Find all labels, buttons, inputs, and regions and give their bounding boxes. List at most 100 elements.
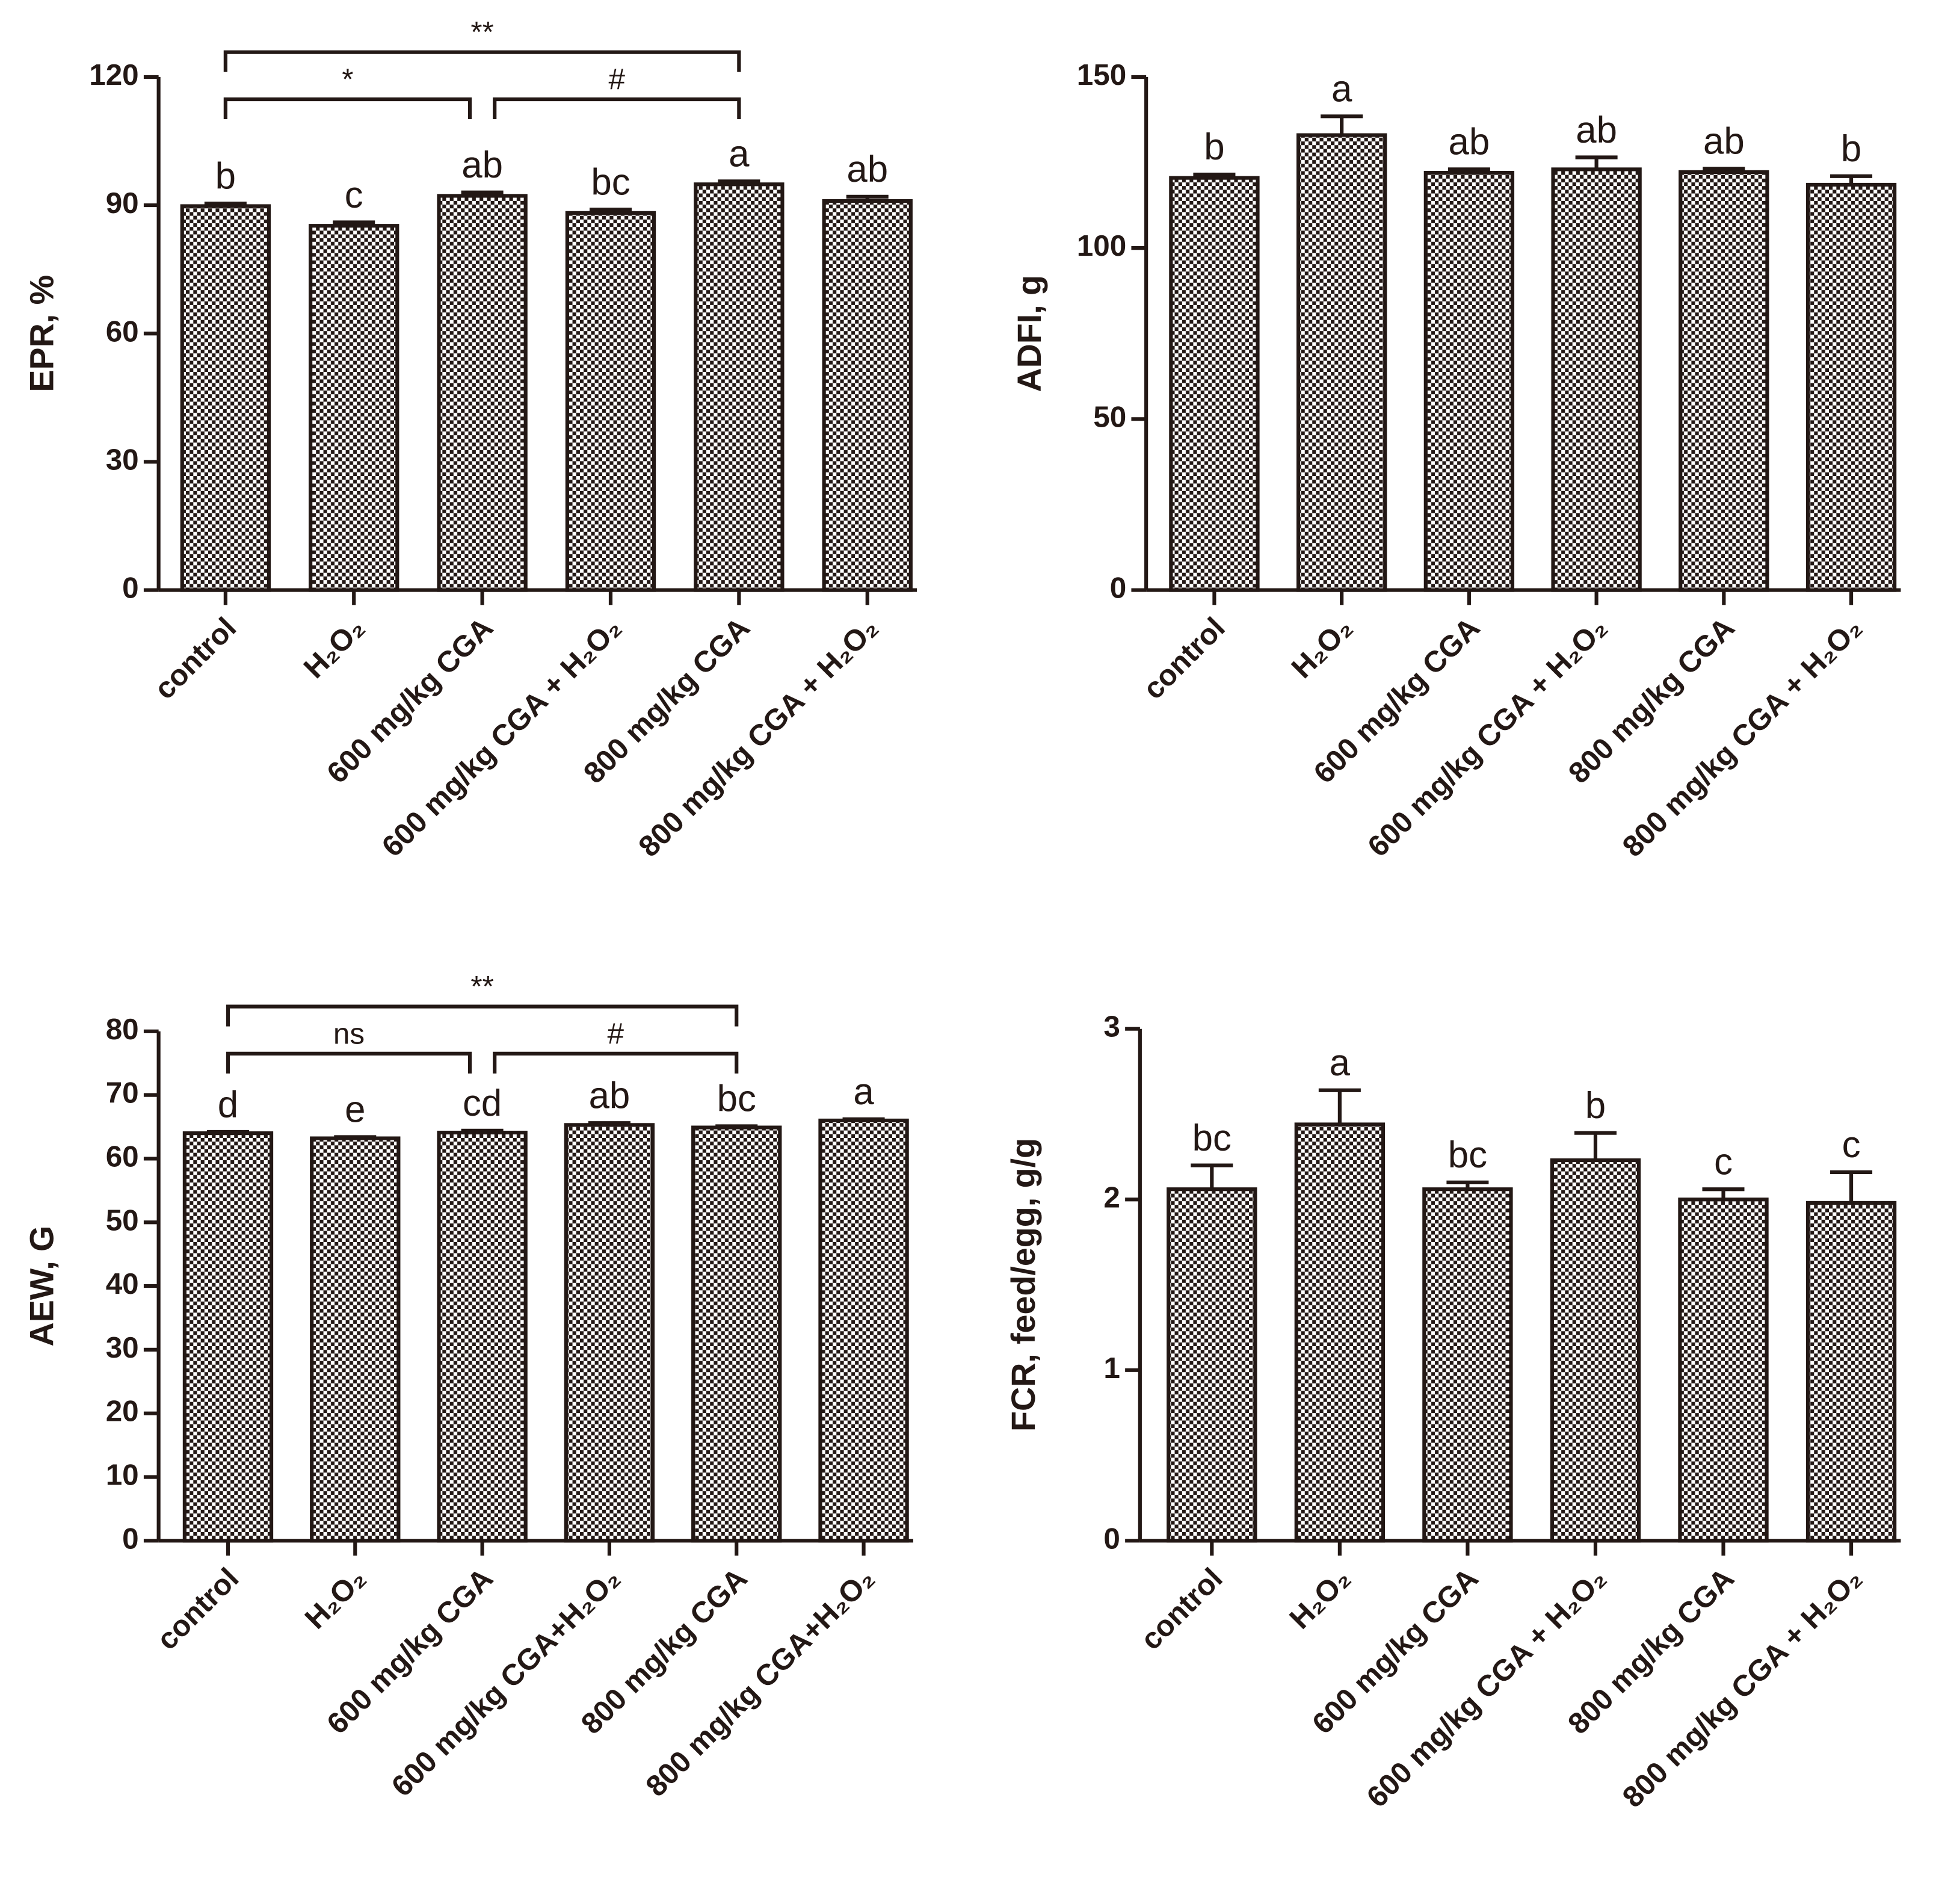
y-axis-label: FCR, feed/egg, g/g: [1005, 1138, 1042, 1432]
bar: [818, 1118, 909, 1543]
x-tick-label: 800 mg/kg CGA + H₂O₂: [1616, 611, 1868, 863]
y-tick-label: 50: [1093, 400, 1126, 433]
y-tick-label: 150: [1077, 58, 1126, 91]
error-bar: [1318, 1088, 1361, 1125]
significance-letter: c: [1842, 1124, 1861, 1166]
x-tick-label: H₂O₂: [297, 611, 371, 684]
comparison-label: #: [609, 63, 626, 96]
y-tick-label: 2: [1103, 1181, 1120, 1214]
significance-letter: ab: [846, 149, 888, 190]
error-bar: [842, 1117, 885, 1121]
bar: [310, 1136, 401, 1543]
bar: [180, 204, 271, 592]
panel: 0 50 100 150 ADFI, g b control a H₂O₂ ab 600 mg/kg…: [1011, 58, 1901, 864]
y-tick-label: 80: [106, 1013, 139, 1046]
y-tick-label: 0: [122, 1522, 139, 1555]
error-bar: [589, 208, 632, 213]
x-tick-label: control: [150, 1562, 245, 1656]
bar: [309, 224, 399, 592]
bar: [1423, 170, 1515, 592]
bar: [1169, 176, 1260, 592]
bar: [1805, 1201, 1897, 1543]
x-tick-label: H₂O₂: [1283, 1562, 1357, 1635]
bar: [822, 199, 913, 592]
significance-letter: a: [1330, 1042, 1351, 1084]
x-tick-label: control: [1134, 1562, 1229, 1656]
y-axis-label: AEW, G: [23, 1226, 61, 1347]
error-bar: [1830, 174, 1873, 185]
x-tick-label: 600 mg/kg CGA+H₂O₂: [385, 1562, 626, 1803]
bar: [1805, 182, 1897, 592]
bar: [1551, 167, 1642, 592]
bar: [691, 1125, 782, 1543]
error-bar: [334, 1135, 377, 1139]
bar: [564, 1123, 655, 1543]
error-bar: [1193, 172, 1236, 178]
error-bar: [1575, 155, 1618, 170]
y-tick-label: 30: [106, 443, 139, 476]
y-tick-label: 10: [106, 1459, 139, 1492]
error-bar: [715, 1124, 758, 1128]
significance-letter: a: [853, 1071, 874, 1113]
bar: [694, 182, 785, 592]
y-tick-label: 0: [1110, 572, 1127, 605]
error-bar: [333, 220, 375, 226]
bar: [1422, 1187, 1513, 1543]
comparison-bracket: [226, 1004, 739, 1027]
bar: [1550, 1158, 1641, 1543]
x-tick-label: 600 mg/kg CGA + H₂O₂: [375, 611, 627, 863]
comparison-label: **: [470, 16, 493, 49]
y-tick-label: 0: [1103, 1522, 1120, 1555]
x-tick-label: 800 mg/kg CGA + H₂O₂: [1616, 1562, 1868, 1814]
y-tick-label: 60: [106, 315, 139, 348]
significance-letter: c: [345, 175, 363, 216]
comparison-bracket: [226, 1051, 472, 1074]
x-tick-label: 800 mg/kg CGA + H₂O₂: [632, 611, 884, 863]
y-tick-label: 90: [106, 187, 139, 220]
y-tick-label: 40: [106, 1267, 139, 1300]
error-bar: [1321, 114, 1363, 135]
x-tick-label: H₂O₂: [298, 1562, 372, 1635]
bar: [182, 1131, 274, 1543]
y-tick-label: 100: [1077, 229, 1126, 262]
error-bar: [1830, 1170, 1873, 1203]
y-tick-label: 70: [106, 1077, 139, 1110]
significance-letter: cd: [463, 1083, 502, 1124]
comparison-bracket: [493, 1051, 739, 1074]
x-tick-label: H₂O₂: [1285, 611, 1358, 684]
x-tick-label: control: [148, 611, 242, 705]
error-bar: [461, 190, 504, 196]
significance-letter: e: [345, 1089, 365, 1131]
error-bar: [1702, 1187, 1745, 1200]
error-bar: [588, 1121, 630, 1125]
y-tick-label: 120: [89, 58, 138, 91]
panel: 0 10 20 30 40 50 60 70 80 AEW, G d control e H₂O₂ cd 60…: [23, 970, 913, 1803]
y-tick-label: 50: [106, 1204, 139, 1237]
comparison-bracket: [223, 50, 741, 72]
error-bar: [1447, 167, 1490, 173]
error-bar: [1191, 1163, 1233, 1190]
significance-letter: a: [729, 134, 750, 175]
significance-letter: ab: [461, 144, 503, 186]
bar: [437, 1130, 528, 1543]
x-tick-label: control: [1136, 611, 1231, 705]
significance-letter: b: [1204, 126, 1224, 168]
y-axis-label: ADFI, g: [1011, 275, 1048, 392]
significance-letter: d: [218, 1084, 238, 1125]
comparison-label: **: [470, 970, 493, 1003]
comparison-label: *: [342, 63, 353, 96]
significance-letter: ab: [1703, 121, 1745, 162]
significance-letter: ab: [1449, 122, 1490, 163]
y-tick-label: 0: [122, 572, 139, 605]
bar: [1679, 170, 1769, 592]
y-tick-label: 3: [1103, 1010, 1120, 1043]
bar: [1294, 1122, 1386, 1543]
y-axis-label: EPR, %: [23, 275, 61, 392]
error-bar: [204, 202, 247, 206]
x-tick-label: 600 mg/kg CGA + H₂O₂: [1361, 611, 1614, 863]
error-bar: [718, 179, 760, 185]
error-bar: [846, 194, 889, 201]
significance-letter: ab: [589, 1075, 630, 1116]
